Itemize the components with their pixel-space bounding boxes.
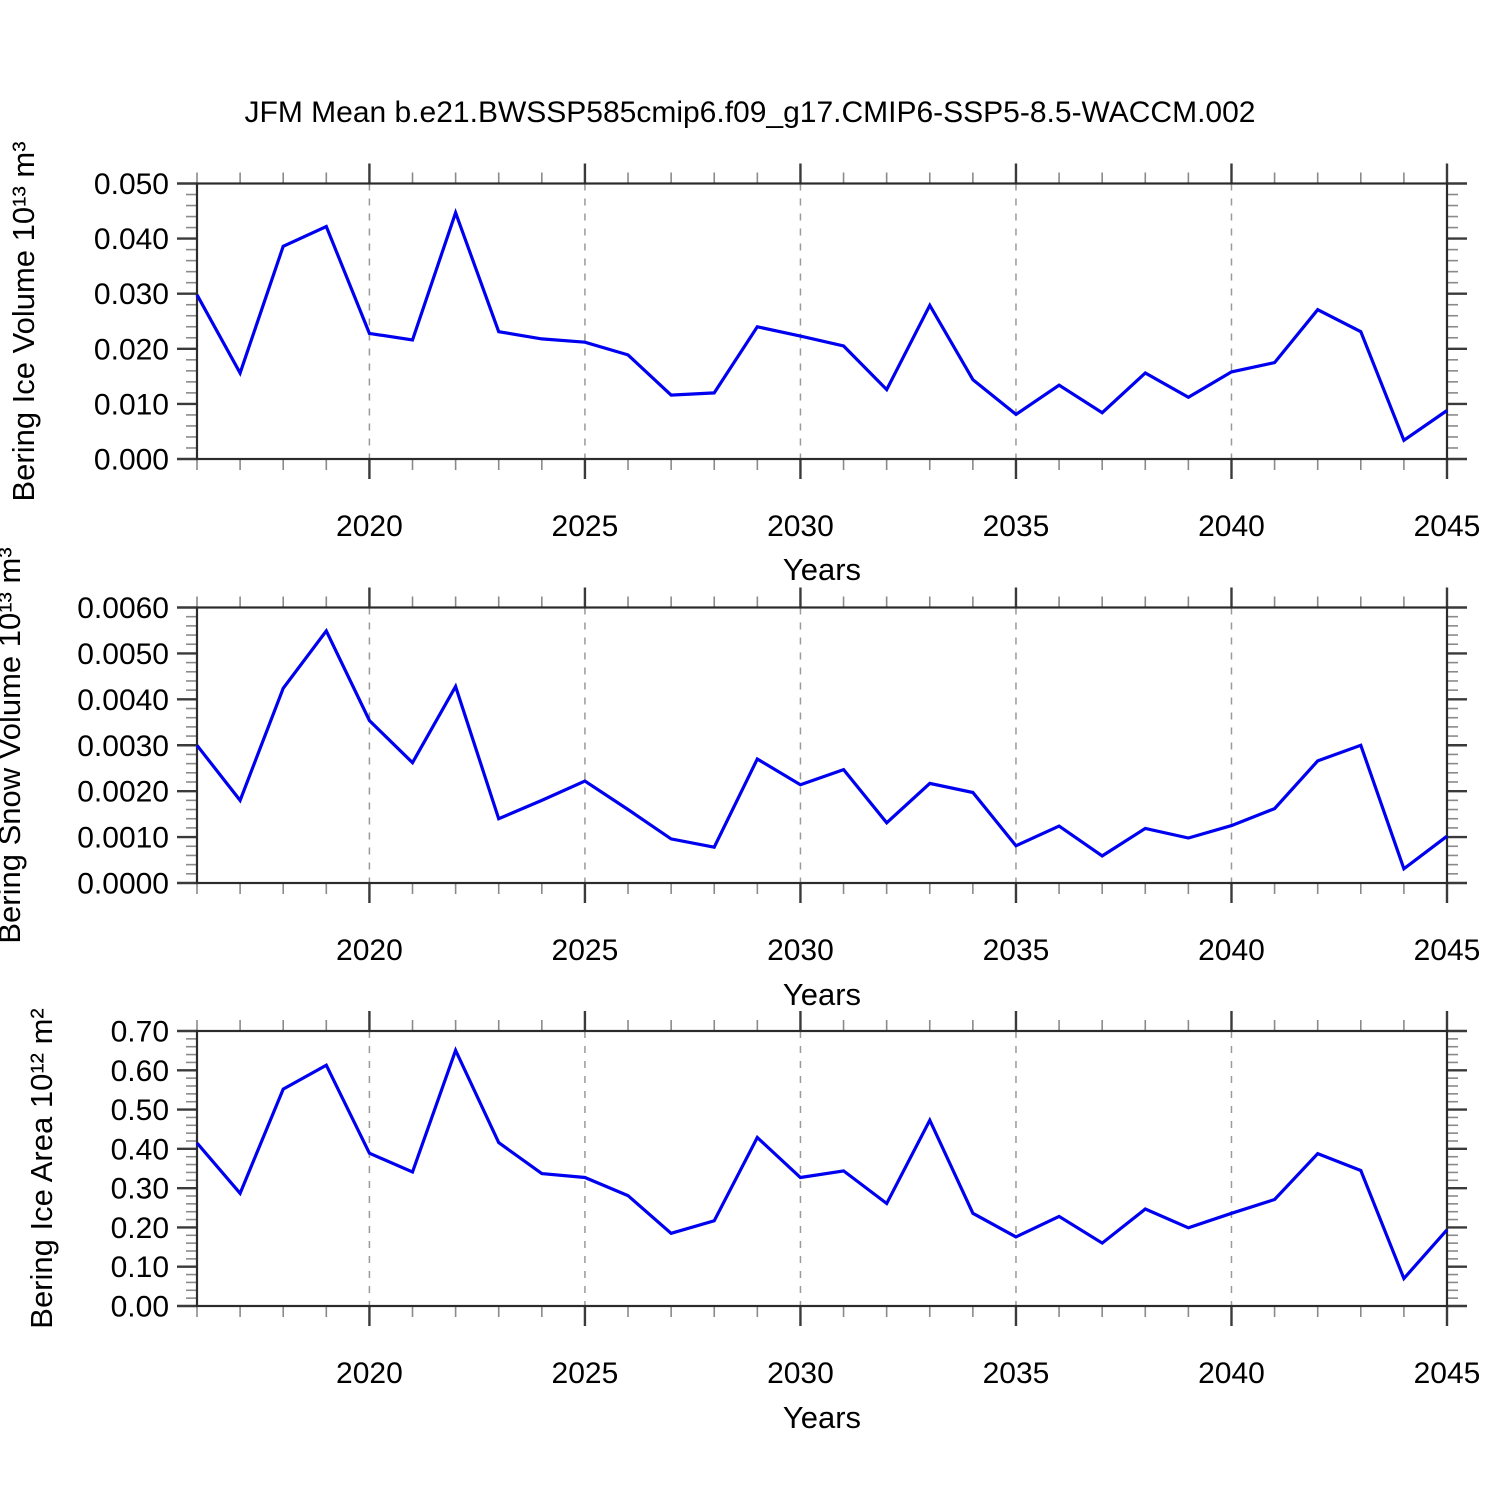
panel-frame (195, 182, 1449, 461)
y-tick-label: 0.0010 (77, 822, 169, 855)
y-tick-label: 0.70 (111, 1016, 169, 1049)
y-tick-label: 0.010 (94, 388, 169, 421)
panel-frame (195, 1029, 1449, 1308)
x-tick-label: 2045 (1414, 1357, 1481, 1390)
x-axis-title-1: Years (783, 552, 861, 587)
y-tick-label: 0.50 (111, 1094, 169, 1127)
y-tick-label: 0.0040 (77, 684, 169, 717)
x-tick-label: 2030 (767, 510, 834, 543)
y-tick-label: 0.30 (111, 1173, 169, 1206)
panel-ice-area: 0.00 0.10 0.20 0.30 0.40 0.50 0.60 0.70 2020 2025… (111, 1011, 1481, 1390)
x-tick-label: 2020 (336, 510, 403, 543)
x-tick-label: 2045 (1414, 934, 1481, 967)
y-tick-label: 0.000 (94, 444, 169, 477)
x-tick-label: 2040 (1198, 1357, 1265, 1390)
x-tick-label: 2035 (983, 510, 1050, 543)
y-tick-label: 0.0060 (77, 592, 169, 625)
y-tick-label: 0.60 (111, 1055, 169, 1088)
y-axis-title-ice-volume: Bering Ice Volume 10¹³ m³ (6, 141, 41, 501)
x-tick-label: 2020 (336, 934, 403, 967)
y-tick-label: 0.0020 (77, 776, 169, 809)
x-tick-label: 2030 (767, 934, 834, 967)
x-tick-label: 2025 (552, 1357, 619, 1390)
x-tick-label: 2045 (1414, 510, 1481, 543)
ice-area-line (195, 1046, 1449, 1282)
x-tick-label: 2025 (552, 510, 619, 543)
x-tick-label: 2030 (767, 1357, 834, 1390)
y-tick-label: 0.050 (94, 168, 169, 201)
y-tick-label: 0.0030 (77, 730, 169, 763)
y-axis-title-ice-area: Bering Ice Area 10¹² m² (24, 1008, 59, 1328)
y-tick-label: 0.030 (94, 278, 169, 311)
y-tick-label: 0.20 (111, 1212, 169, 1245)
y-tick-label: 0.0000 (77, 868, 169, 901)
x-axis-title-2: Years (783, 977, 861, 1012)
y-axis-title-snow-volume: Bering Snow Volume 10¹³ m³ (0, 547, 27, 943)
x-tick-label: 2020 (336, 1357, 403, 1390)
y-tick-label: 0.0050 (77, 638, 169, 671)
x-tick-label: 2035 (983, 934, 1050, 967)
x-tick-label: 2035 (983, 1357, 1050, 1390)
panel-ice-volume: 0.000 0.010 0.020 0.030 0.040 0.050 2020 2025 20… (94, 163, 1481, 543)
panel-frame (195, 606, 1449, 885)
y-tick-label: 0.00 (111, 1291, 169, 1324)
y-tick-label: 0.040 (94, 223, 169, 256)
x-axis-title-3: Years (783, 1400, 861, 1435)
y-tick-label: 0.40 (111, 1133, 169, 1166)
x-tick-label: 2025 (552, 934, 619, 967)
y-tick-label: 0.020 (94, 333, 169, 366)
x-tick-label: 2040 (1198, 934, 1265, 967)
snow-volume-line (195, 627, 1448, 872)
x-tick-label: 2040 (1198, 510, 1265, 543)
ice-volume-line (195, 207, 1448, 443)
y-tick-label: 0.10 (111, 1251, 169, 1284)
panel-snow-volume: 0.0000 0.0010 0.0020 0.0030 0.0040 0.0050 0.00… (77, 587, 1481, 967)
chart-title: JFM Mean b.e21.BWSSP585cmip6.f09_g17.CMI… (245, 96, 1256, 129)
